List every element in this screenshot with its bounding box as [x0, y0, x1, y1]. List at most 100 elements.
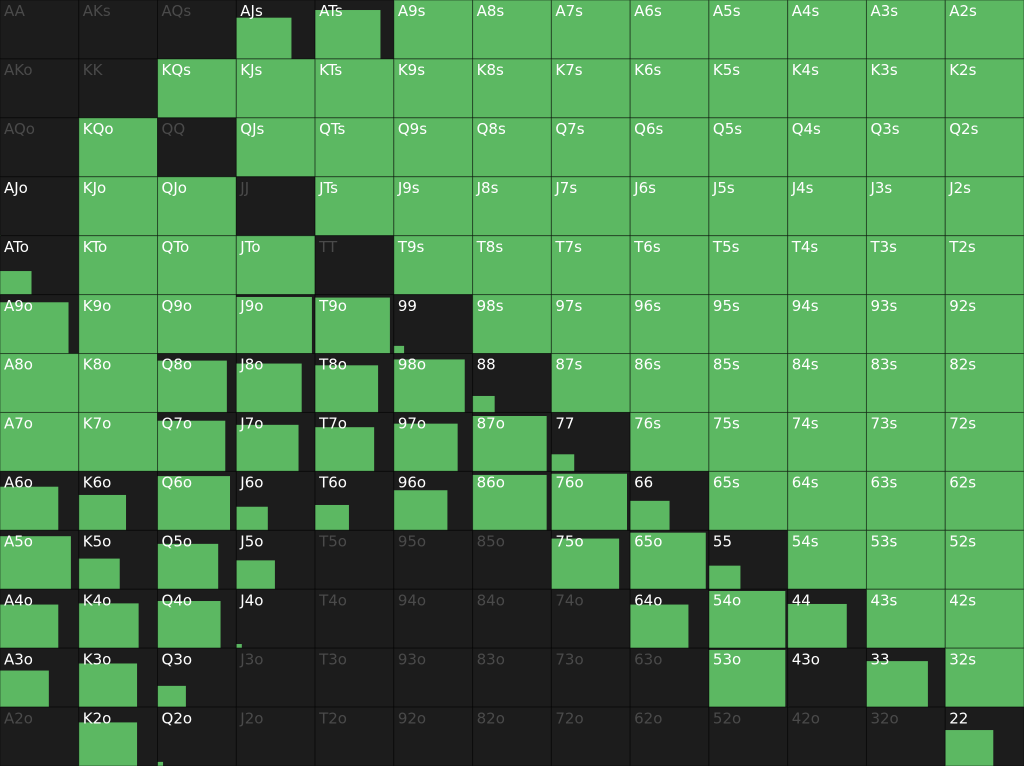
frequency-box: [787, 603, 847, 649]
hand-label: 62s: [949, 474, 976, 492]
frequency-box: [315, 365, 379, 413]
hand-label: 73o: [555, 650, 583, 668]
cell-background: [551, 589, 631, 649]
hand-label: 92o: [398, 709, 426, 727]
cell-background: [236, 589, 316, 649]
frequency-box: [393, 423, 458, 472]
hand-label: J6s: [633, 179, 656, 197]
frequency-box: [78, 235, 158, 295]
frequency-box: [787, 294, 867, 354]
hand-label: 52o: [713, 709, 741, 727]
frequency-box: [157, 176, 237, 236]
hand-label: A2s: [949, 2, 977, 20]
hand-label: Q6o: [162, 474, 193, 492]
hand-label: 95o: [398, 533, 426, 551]
frequency-box: [78, 117, 158, 177]
hand-label: 33: [870, 650, 889, 668]
hand-label: J4o: [239, 591, 263, 609]
hand-label: A5s: [713, 2, 741, 20]
frequency-box: [551, 117, 631, 177]
hand-label: 65s: [713, 474, 740, 492]
hand-label: J5o: [239, 533, 263, 551]
hand-label: TT: [318, 238, 338, 256]
frequency-box: [551, 235, 631, 295]
frequency-box: [236, 117, 316, 177]
frequency-box: [551, 454, 575, 472]
frequency-box: [393, 490, 448, 531]
frequency-box: [236, 644, 242, 649]
frequency-box: [630, 294, 709, 354]
hand-label: AA: [4, 2, 26, 20]
hand-label: K9s: [398, 61, 425, 79]
hand-label: Q7s: [555, 120, 584, 138]
hand-label: Q8o: [162, 356, 193, 374]
hand-label: K6s: [634, 61, 661, 79]
frequency-box: [945, 648, 1024, 708]
frequency-box: [472, 58, 552, 118]
hand-label: 97o: [398, 415, 426, 433]
cell-background: [236, 707, 316, 766]
frequency-box: [472, 395, 495, 413]
hand-label: J5s: [712, 179, 735, 197]
frequency-box: [315, 176, 394, 236]
hand-label: 64o: [634, 591, 662, 609]
hand-label: T2s: [948, 238, 976, 256]
frequency-box: [866, 176, 946, 236]
frequency-box: [630, 176, 709, 236]
hand-label: T4o: [318, 591, 347, 609]
hand-label: K8s: [477, 61, 504, 79]
hand-label: T7o: [318, 415, 347, 433]
frequency-box: [236, 506, 268, 531]
frequency-box: [787, 235, 867, 295]
frequency-box: [236, 363, 302, 413]
hand-label: K3s: [870, 61, 897, 79]
frequency-box: [236, 560, 275, 590]
frequency-box: [315, 297, 390, 354]
frequency-box: [393, 58, 473, 118]
hand-label: 88: [477, 356, 496, 374]
hand-label: 96s: [634, 297, 661, 315]
hand-label: K2s: [949, 61, 976, 79]
cell-background: [157, 707, 237, 766]
frequency-box: [157, 360, 227, 413]
hand-label: 84o: [477, 591, 505, 609]
hand-label: 65o: [634, 533, 662, 551]
hand-label: KJs: [240, 61, 262, 79]
hand-label: Q4o: [162, 591, 193, 609]
hand-label: 64s: [792, 474, 819, 492]
cell-background: [393, 530, 473, 590]
hand-label: JTs: [318, 179, 338, 197]
hand-label: A4s: [792, 2, 820, 20]
frequency-box: [945, 235, 1024, 295]
hand-label: 85s: [713, 356, 740, 374]
frequency-box: [236, 235, 316, 295]
frequency-box: [708, 565, 741, 590]
hand-label: 96o: [398, 474, 426, 492]
hand-label: T2o: [318, 709, 347, 727]
cell-background: [0, 707, 79, 766]
hand-label: Q6s: [634, 120, 663, 138]
cell-background: [157, 0, 237, 59]
cell-background: [0, 58, 79, 118]
hand-label: A7s: [555, 2, 583, 20]
cell-background: [78, 0, 158, 59]
hand-label: T6s: [633, 238, 661, 256]
frequency-box: [945, 0, 1024, 59]
frequency-box: [866, 661, 928, 708]
frequency-box: [157, 235, 237, 295]
frequency-box: [945, 58, 1024, 118]
hand-label: A5o: [4, 533, 33, 551]
hand-label: ATs: [319, 2, 343, 20]
frequency-box: [78, 494, 127, 531]
hand-label: 94s: [792, 297, 819, 315]
frequency-box: [708, 0, 788, 59]
hand-label: QJs: [240, 120, 264, 138]
cell-background: [393, 294, 473, 354]
frequency-box: [866, 412, 946, 472]
hand-label: 66: [634, 474, 653, 492]
frequency-box: [787, 117, 867, 177]
hand-label: T8s: [476, 238, 504, 256]
hand-label: 99: [398, 297, 417, 315]
hand-label: 92s: [949, 297, 976, 315]
hand-label: 42s: [949, 591, 976, 609]
